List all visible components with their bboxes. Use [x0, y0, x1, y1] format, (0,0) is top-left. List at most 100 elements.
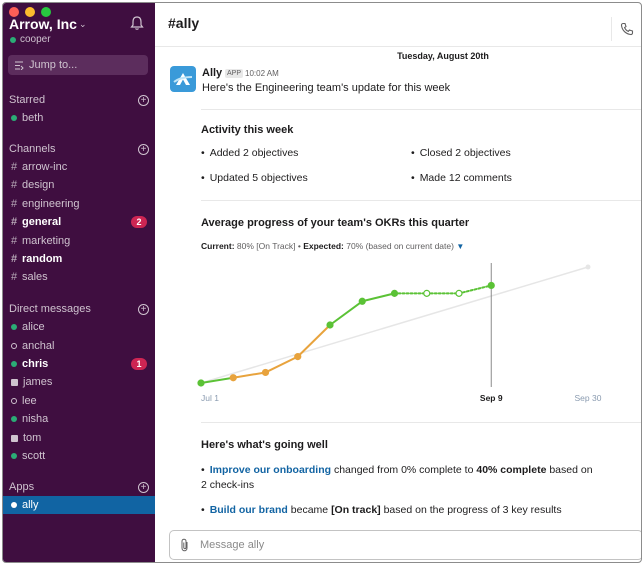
apps-section-header[interactable]: Apps + — [9, 481, 149, 493]
sidebar-item-chris[interactable]: chris 1 — [3, 355, 155, 373]
sidebar-item-label: nisha — [22, 413, 49, 425]
going-well-strong: [On track] — [331, 504, 381, 516]
hash-icon: # — [11, 235, 18, 247]
presence-icon — [10, 36, 16, 43]
sidebar-item-alice[interactable]: alice — [3, 318, 155, 336]
date-label: Tuesday, August 20th — [389, 51, 497, 61]
sidebar-item-sales[interactable]: # sales — [3, 268, 155, 286]
progress-segment — [264, 355, 299, 374]
sidebar-item-label: lee — [22, 395, 37, 407]
composer-placeholder: Message ally — [200, 539, 265, 551]
sidebar-item-random[interactable]: # random — [3, 250, 155, 268]
sidebar-item-beth[interactable]: beth — [3, 109, 155, 127]
sidebar-item-scott[interactable]: scott — [3, 447, 155, 465]
jump-icon — [15, 61, 24, 70]
add-dm-icon[interactable]: + — [138, 303, 149, 315]
minimize-window-button[interactable] — [25, 7, 35, 17]
chevron-down-icon: ⌄ — [78, 19, 87, 29]
progress-point — [294, 353, 302, 361]
progress-segment — [200, 376, 235, 384]
going-well-item: Build our brand became [On track] based … — [201, 503, 601, 518]
x-tick-label: Sep 9 — [480, 393, 503, 403]
sidebar-item-arrow-inc[interactable]: # arrow-inc — [3, 158, 155, 176]
add-starred-icon[interactable]: + — [138, 94, 149, 106]
sidebar-item-lee[interactable]: lee — [3, 392, 155, 410]
divider — [201, 200, 641, 201]
message-author[interactable]: Ally — [202, 67, 223, 79]
progress-title: Average progress of your team's OKRs thi… — [201, 217, 470, 229]
sidebar-item-label: alice — [22, 321, 45, 333]
sidebar-item-label: design — [22, 179, 55, 191]
sidebar-item-label: general — [22, 216, 62, 228]
sidebar-item-tom[interactable]: tom — [3, 429, 155, 447]
hash-icon: # — [11, 253, 18, 265]
channel-title[interactable]: #ally — [168, 15, 200, 31]
progress-point — [455, 289, 463, 297]
ally-avatar[interactable] — [170, 66, 196, 92]
hash-icon: # — [11, 216, 18, 228]
objective-link[interactable]: Improve our onboarding — [209, 464, 332, 476]
hash-icon: # — [11, 161, 18, 173]
sidebar-item-engineering[interactable]: # engineering — [3, 195, 155, 213]
channels-section-header[interactable]: Channels + — [9, 143, 149, 155]
message-composer[interactable]: Message ally — [169, 530, 641, 560]
sidebar-item-ally[interactable]: ally — [3, 496, 155, 514]
activity-item: Added 2 objectives — [201, 147, 299, 159]
going-well-item: Improve our onboarding changed from 0% c… — [201, 463, 601, 493]
sidebar-item-james[interactable]: james — [3, 373, 155, 391]
progress-point — [358, 297, 366, 305]
sidebar-item-nisha[interactable]: nisha — [3, 410, 155, 428]
sidebar-item-marketing[interactable]: # marketing — [3, 232, 155, 250]
ally-logo-icon — [173, 73, 193, 85]
sidebar-item-general[interactable]: # general 2 — [3, 213, 155, 231]
close-window-button[interactable] — [9, 7, 19, 17]
jump-label: Jump to... — [29, 59, 78, 71]
activity-item: Made 12 comments — [411, 172, 512, 184]
sidebar-item-anchal[interactable]: anchal — [3, 337, 155, 355]
presence-online-icon — [11, 416, 17, 422]
progress-segment — [296, 324, 331, 358]
starred-section-header[interactable]: Starred + — [9, 94, 149, 106]
progress-segment — [329, 300, 364, 326]
progress-legend[interactable]: Current: 80% [On Track] • Expected: 70% … — [201, 241, 464, 251]
message-timestamp[interactable]: 10:02 AM — [245, 69, 279, 78]
progress-segment — [458, 284, 493, 295]
section-title: Apps — [9, 481, 35, 493]
paperclip-icon[interactable] — [180, 538, 190, 552]
caret-down-icon[interactable]: ▼ — [456, 242, 465, 251]
expected-label: Expected: — [303, 241, 344, 251]
current-user[interactable]: cooper — [10, 34, 51, 45]
activity-title: Activity this week — [201, 124, 294, 136]
team-switcher[interactable]: Arrow, Inc ⌄ — [9, 16, 86, 32]
add-app-icon[interactable]: + — [138, 481, 149, 493]
expected-value: 70% (based on current date) — [346, 241, 454, 251]
expected-progress-line — [200, 266, 589, 384]
section-title: Channels — [9, 143, 56, 155]
current-value: 80% [On Track] — [236, 241, 296, 251]
direct-messages-section-header[interactable]: Direct messages + — [9, 303, 149, 315]
going-well-strong: 40% complete — [476, 464, 547, 476]
objective-link[interactable]: Build our brand — [209, 504, 288, 516]
date-divider: Tuesday, August 20th — [155, 46, 641, 61]
add-channel-icon[interactable]: + — [138, 143, 149, 155]
activity-item: Updated 5 objectives — [201, 172, 308, 184]
going-well-title: Here's what's going well — [201, 439, 328, 451]
presence-away-icon — [11, 398, 17, 404]
sidebar-item-label: sales — [22, 271, 48, 283]
jump-to-button[interactable]: Jump to... — [8, 55, 148, 75]
going-well-text: based on 2 check-ins — [201, 464, 593, 491]
activity-item: Closed 2 objectives — [411, 147, 511, 159]
sidebar-item-label: chris — [22, 358, 49, 370]
phone-icon — [620, 22, 634, 36]
bell-icon[interactable] — [129, 15, 145, 31]
progress-point — [229, 374, 237, 382]
channel-header: #ally — [155, 3, 641, 47]
sidebar-item-label: beth — [22, 112, 44, 124]
maximize-window-button[interactable] — [41, 7, 51, 17]
call-button[interactable] — [611, 17, 641, 41]
progress-segment — [361, 292, 396, 303]
sidebar-item-design[interactable]: # design — [3, 176, 155, 194]
sidebar-item-label: james — [23, 376, 53, 388]
divider — [201, 109, 641, 110]
hash-icon: # — [11, 179, 18, 191]
